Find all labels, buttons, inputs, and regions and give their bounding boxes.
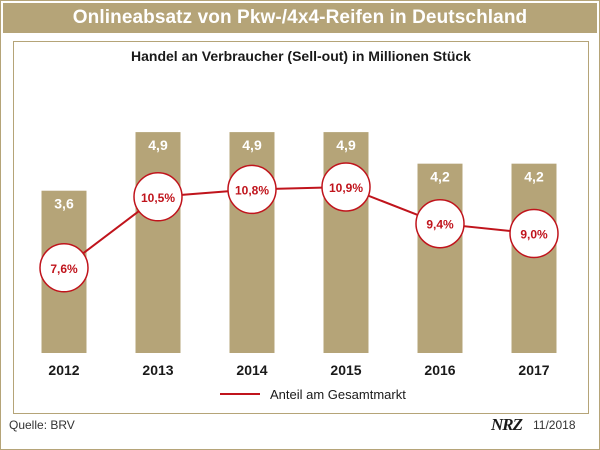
bar-2016: [417, 163, 463, 353]
x-tick-label: 2014: [236, 362, 267, 378]
bar-value-label: 4,9: [148, 137, 168, 153]
plot-area: Handel an Verbraucher (Sell-out) in Mill…: [13, 41, 589, 414]
share-point: [39, 243, 89, 293]
publication-date: 11/2018: [533, 418, 576, 432]
share-label: 10,8%: [235, 183, 269, 197]
footer: Quelle: BRV NRZ 11/2018: [1, 413, 599, 449]
legend-label: Anteil am Gesamtmarkt: [270, 387, 406, 402]
x-tick-label: 2015: [330, 362, 361, 378]
x-tick-label: 2016: [424, 362, 455, 378]
share-label: 10,9%: [329, 181, 363, 195]
chart-title: Onlineabsatz von Pkw-/4x4-Reifen in Deut…: [72, 7, 528, 28]
share-point: [227, 164, 277, 215]
bar-value-label: 4,9: [242, 137, 262, 153]
x-tick-label: 2012: [48, 362, 79, 378]
share-label: 7,6%: [50, 262, 78, 276]
source-note: Quelle: BRV: [9, 418, 75, 432]
bar-value-label: 3,6: [54, 196, 74, 212]
chart-subtitle: Handel an Verbraucher (Sell-out) in Mill…: [131, 48, 471, 64]
bar-value-label: 4,2: [430, 169, 450, 185]
nrz-logo: NRZ: [491, 415, 523, 434]
share-point: [415, 198, 465, 249]
x-tick-label: 2013: [142, 362, 173, 378]
bar-2017: [511, 163, 557, 353]
bar-value-label: 4,2: [524, 169, 544, 185]
bar-2013: [135, 132, 181, 353]
x-tick-label: 2017: [518, 362, 549, 378]
title-bar: Onlineabsatz von Pkw-/4x4-Reifen in Deut…: [3, 3, 597, 33]
chart-svg: Handel an Verbraucher (Sell-out) in Mill…: [39, 48, 559, 402]
share-point: [509, 208, 559, 259]
share-point: [133, 172, 183, 222]
share-label: 10,5%: [141, 191, 175, 205]
share-label: 9,4%: [426, 218, 454, 232]
bar-value-label: 4,9: [336, 137, 356, 153]
share-label: 9,0%: [520, 228, 548, 242]
share-point: [321, 162, 371, 212]
